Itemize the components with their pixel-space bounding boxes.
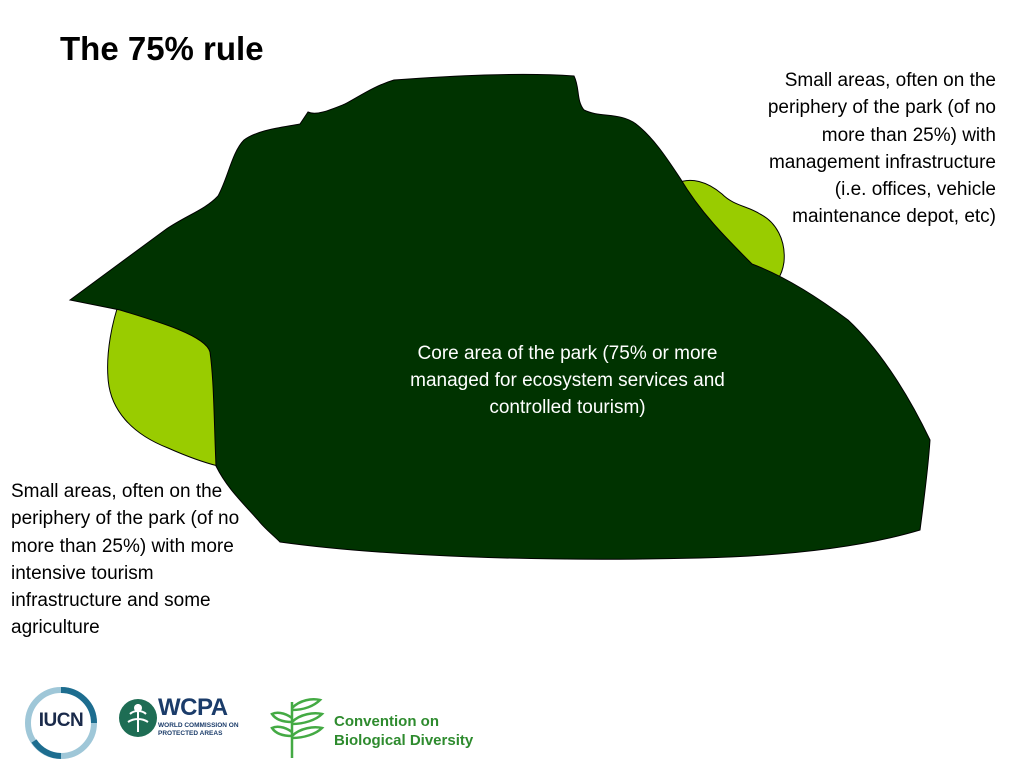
wcpa-wordmark: WCPA bbox=[158, 694, 228, 721]
wcpa-subtitle: WORLD COMMISSION ON PROTECTED AREAS bbox=[158, 722, 239, 737]
left-periphery-note: Small areas, often on the periphery of t… bbox=[11, 481, 240, 639]
cbd-wordmark: Convention on Biological Diversity bbox=[334, 713, 474, 749]
core-area-label: Core area of the park (75% or more manag… bbox=[410, 343, 725, 418]
core-zone bbox=[68, 73, 931, 560]
wcpa-logo: WCPA WORLD COMMISSION ON PROTECTED AREAS bbox=[118, 694, 246, 742]
cbd-logo: Convention on Biological Diversity bbox=[270, 694, 473, 760]
slide-title: The 75% rule bbox=[60, 30, 264, 67]
iucn-logo: IUCN bbox=[24, 686, 98, 760]
right-periphery-note: Small areas, often on the periphery of t… bbox=[767, 70, 996, 228]
wcpa-globe-icon bbox=[119, 699, 157, 737]
iucn-wordmark: IUCN bbox=[38, 710, 84, 731]
periphery-zone-left bbox=[107, 299, 219, 467]
iucn-ring-icon bbox=[25, 687, 97, 759]
cbd-leaves-icon bbox=[270, 698, 325, 758]
logo-strip: IUCN WCPA WORLD COMMISSION ON PROTECTED … bbox=[0, 680, 1024, 768]
